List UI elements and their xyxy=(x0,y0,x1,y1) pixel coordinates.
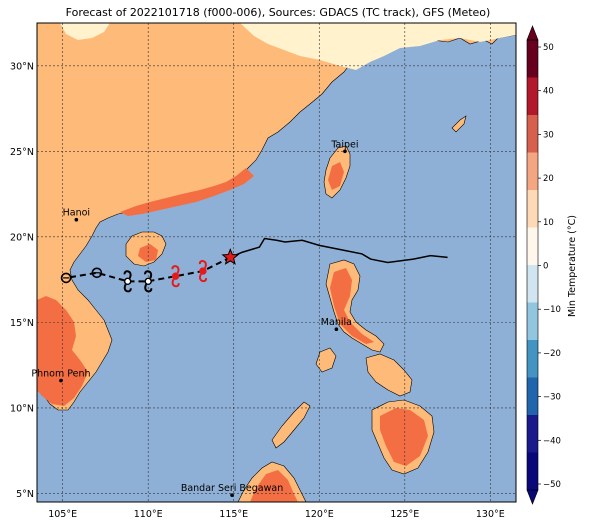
city-label: Bandar Seri Begawan xyxy=(181,483,283,494)
city-manila: Manila xyxy=(321,317,352,332)
colorbar-tick-label: 40 xyxy=(543,87,554,97)
warm-region-taiwan xyxy=(328,162,344,190)
city-phnom-penh: Phnom Penh xyxy=(31,369,91,383)
colorbar-band xyxy=(527,190,538,228)
past-track-line xyxy=(230,237,448,264)
lon-tick-label: 125°E xyxy=(390,509,419,520)
land-mindoro xyxy=(315,347,337,373)
city-label: Phnom Penh xyxy=(31,369,90,380)
colorbar-band xyxy=(527,227,538,266)
warm-region-mindanao xyxy=(380,408,428,466)
lat-tick-label: 5°N xyxy=(16,489,34,500)
city-taipei: Taipei xyxy=(330,139,359,154)
map-frame xyxy=(36,22,517,503)
lon-tick-label: 105°E xyxy=(48,509,77,520)
land-ryukyu xyxy=(451,115,467,133)
land-visayas xyxy=(365,353,413,397)
colorbar-tick-label: 30 xyxy=(543,130,554,140)
forecast-symbol-tropical-depression xyxy=(144,270,153,293)
colorbar-band xyxy=(527,415,538,453)
map-panel xyxy=(36,22,517,503)
forecast-symbol-tropical-depression xyxy=(123,270,132,293)
colorbar-band xyxy=(527,77,538,116)
colorbar-tick-label: −30 xyxy=(543,393,561,403)
tc-track xyxy=(60,237,448,293)
colorbar-band xyxy=(527,302,538,341)
colorbar: 50 40 30 20 10 0 −10 −20 −30 −40 −50 xyxy=(526,25,561,505)
colorbar-tick-label: −50 xyxy=(543,480,561,490)
forecast-symbol-low xyxy=(60,272,72,284)
lat-tick-label: 15°N xyxy=(10,318,34,329)
colorbar-bottom-arrow xyxy=(526,489,539,505)
city-marker xyxy=(230,493,234,497)
forecast-symbol-low xyxy=(91,267,103,279)
colorbar-tick-label: 0 xyxy=(543,262,548,272)
lon-tick-label: 120°E xyxy=(305,509,334,520)
colorbar-tick-label: 20 xyxy=(543,174,554,184)
colorbar-band xyxy=(527,377,538,416)
colorbar-top-arrow xyxy=(526,25,539,41)
colorbar-band xyxy=(527,40,538,78)
city-hanoi: Hanoi xyxy=(63,208,90,222)
warm-region-luzon xyxy=(330,268,374,344)
colorbar-tick-label: −20 xyxy=(543,349,561,359)
longitude-ticks: 105°E 110°E 115°E 120°E 125°E 130°E xyxy=(48,509,505,520)
colorbar-frame xyxy=(526,39,539,491)
warm-region-coast xyxy=(120,168,254,216)
cool-region-north xyxy=(240,23,516,70)
forecast-symbol-tropical-storm-red xyxy=(198,260,207,283)
latitude-ticks: 5°N 10°N 15°N 20°N 25°N 30°N xyxy=(10,61,34,500)
colorbar-label: Min Temperature (°C) xyxy=(567,215,578,317)
lon-tick-label: 130°E xyxy=(476,509,505,520)
warm-region-borneo xyxy=(250,470,298,502)
colorbar-band xyxy=(527,265,538,303)
city-label: Taipei xyxy=(330,139,358,150)
lat-tick-label: 30°N xyxy=(10,61,34,72)
lon-tick-label: 110°E xyxy=(134,509,163,520)
colorbar-tick-label: −40 xyxy=(543,436,561,446)
colorbar-band xyxy=(527,152,538,191)
colorbar-tick-label: 50 xyxy=(543,43,554,53)
current-position-star xyxy=(221,248,240,265)
city-marker xyxy=(334,327,339,332)
city-label: Hanoi xyxy=(63,208,90,219)
forecast-symbol-tropical-storm-red xyxy=(171,265,180,288)
city-label: Manila xyxy=(321,317,352,328)
colorbar-tick-label: −10 xyxy=(543,305,561,315)
city-bandar-seri-begawan: Bandar Seri Begawan xyxy=(181,483,283,497)
colorbar-band xyxy=(527,452,538,491)
city-layer: Taipei Hanoi Manila Phnom Penh Bandar Seri B… xyxy=(31,139,359,497)
lat-tick-label: 20°N xyxy=(10,232,34,243)
city-marker xyxy=(343,149,347,154)
lat-tick-label: 10°N xyxy=(10,403,34,414)
lat-tick-label: 25°N xyxy=(10,147,34,158)
city-marker xyxy=(74,217,79,222)
city-marker xyxy=(59,378,63,383)
colorbar-tick-label: 10 xyxy=(543,218,554,228)
lon-tick-label: 115°E xyxy=(219,509,248,520)
colorbar-band xyxy=(527,115,538,153)
land-palawan xyxy=(271,401,311,449)
colorbar-band xyxy=(527,340,538,378)
cool-region-west xyxy=(60,23,110,40)
map-title: Forecast of 2022101718 (f000-006), Sourc… xyxy=(66,6,491,19)
